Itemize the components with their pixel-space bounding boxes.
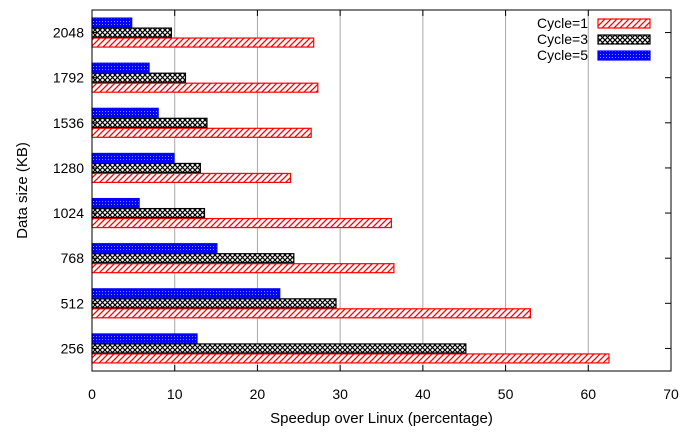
y-tick-label: 1024 [53, 205, 84, 221]
x-tick-label: 0 [88, 386, 96, 402]
bar-cycle-1-768 [91, 263, 395, 274]
legend-label: Cycle=1 [537, 15, 588, 31]
y-tick-label: 1792 [53, 70, 84, 86]
bar-cycle-1-1792 [91, 82, 319, 93]
bar-cycle-5-1792 [91, 62, 150, 73]
bar-cycle-3-256 [91, 343, 467, 354]
x-axis-label: Speedup over Linux (percentage) [270, 410, 493, 427]
legend-swatch [597, 18, 651, 29]
bar-cycle-1-256 [91, 353, 610, 364]
legend-swatch [597, 50, 651, 61]
y-axis-label: Data size (KB) [14, 142, 31, 239]
bar-cycle-3-512 [91, 298, 337, 309]
bar-cycle-5-1536 [91, 107, 159, 118]
bar-cycle-3-1024 [91, 207, 206, 219]
bar-cycle-5-512 [91, 288, 281, 299]
bar-cycle-5-2048 [91, 17, 133, 28]
legend-label: Cycle=3 [537, 31, 588, 47]
bar-cycle-5-1024 [91, 197, 140, 209]
y-tick-label: 1280 [53, 160, 84, 176]
x-tick-label: 60 [580, 386, 596, 402]
x-tick-label: 10 [167, 386, 183, 402]
plot-frame [91, 9, 672, 372]
x-tick-label: 30 [332, 386, 348, 402]
bar-cycle-1-512 [91, 308, 531, 319]
bar-cycle-3-2048 [91, 27, 173, 38]
bar-cycle-5-768 [91, 243, 218, 254]
legend-label: Cycle=5 [537, 47, 588, 63]
y-tick-label: 2048 [53, 25, 84, 41]
bar-cycle-1-2048 [91, 37, 315, 48]
bar-cycle-3-768 [91, 253, 295, 264]
y-tick-label: 1536 [53, 115, 84, 131]
bar-cycle-1-1536 [91, 127, 312, 138]
bar-cycle-1-1024 [91, 217, 393, 229]
bar-cycle-3-1536 [91, 117, 208, 128]
bar-cycle-5-256 [91, 333, 198, 344]
x-tick-label: 70 [663, 386, 679, 402]
bars [91, 17, 610, 364]
bar-cycle-1-1280 [91, 172, 292, 184]
x-tick-label: 50 [498, 386, 514, 402]
axis-ticks: 0 10 20 30 40 50 60 70 256 512 768 1024 1280 1536 1792… [53, 10, 679, 402]
legend-swatch [597, 34, 651, 45]
bar-cycle-3-1280 [91, 162, 201, 174]
y-tick-label: 768 [61, 250, 85, 266]
y-tick-label: 512 [61, 295, 85, 311]
bar-cycle-5-1280 [91, 152, 175, 164]
x-tick-label: 20 [250, 386, 266, 402]
bar-cycle-3-1792 [91, 72, 187, 83]
x-tick-label: 40 [415, 386, 431, 402]
y-tick-label: 256 [61, 340, 85, 356]
